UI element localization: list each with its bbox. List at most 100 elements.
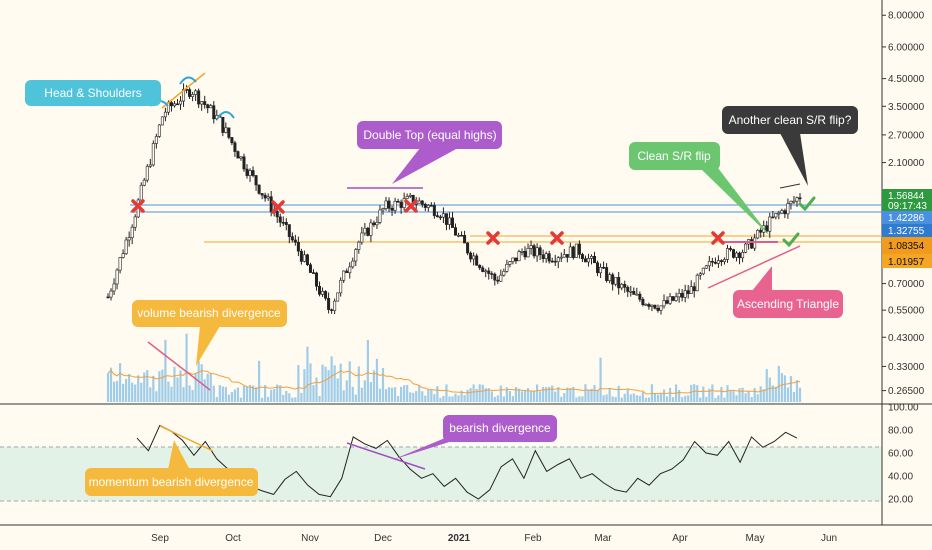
volume-bar bbox=[242, 385, 246, 402]
candle-body bbox=[695, 274, 699, 292]
time-tick-label: Sep bbox=[151, 533, 169, 544]
candle-body bbox=[233, 142, 237, 152]
candle-body bbox=[623, 284, 627, 288]
rsi-divergence-line bbox=[346, 442, 426, 470]
volume-bar bbox=[789, 376, 793, 402]
candle-body bbox=[369, 222, 373, 236]
volume-bar bbox=[551, 385, 554, 402]
volume-bar bbox=[170, 386, 173, 402]
volume-bar bbox=[375, 358, 379, 402]
candle-body bbox=[396, 200, 400, 203]
candle-body bbox=[722, 259, 726, 263]
candle-body bbox=[529, 245, 533, 249]
volume-bar bbox=[442, 395, 445, 402]
volume-bar bbox=[294, 397, 297, 402]
candle-body bbox=[145, 166, 149, 181]
candle-body bbox=[308, 264, 312, 273]
candle-body bbox=[668, 296, 672, 304]
candle-body bbox=[674, 296, 678, 301]
volume-bar bbox=[481, 384, 484, 402]
candle-body bbox=[671, 296, 675, 301]
time-tick-label: Dec bbox=[374, 533, 392, 544]
volume-bar bbox=[412, 392, 415, 402]
volume-bar bbox=[532, 391, 536, 402]
candle-body bbox=[290, 236, 294, 241]
candle-body bbox=[118, 257, 122, 271]
candle-body bbox=[142, 179, 146, 186]
volume-bar bbox=[614, 397, 617, 402]
volume-bar bbox=[415, 390, 418, 402]
volume-bar bbox=[436, 386, 439, 402]
x-marker bbox=[404, 199, 418, 213]
check-icon bbox=[798, 196, 816, 212]
volume-bar bbox=[545, 387, 548, 402]
candle-body bbox=[327, 297, 331, 310]
candle-body bbox=[511, 257, 515, 262]
volume-bar bbox=[209, 372, 212, 402]
candle-body bbox=[783, 210, 787, 215]
candle-body bbox=[750, 239, 754, 249]
volume-bar bbox=[536, 384, 539, 402]
time-tick-label: Nov bbox=[301, 533, 319, 544]
candle-body bbox=[517, 251, 521, 262]
x-marker bbox=[550, 231, 564, 245]
x-marker bbox=[711, 231, 725, 245]
candle-body bbox=[230, 137, 234, 144]
candle-body bbox=[502, 271, 506, 276]
candle-body bbox=[795, 197, 799, 202]
candle-body bbox=[620, 284, 624, 289]
candle-body bbox=[659, 305, 663, 311]
candle-body bbox=[738, 252, 742, 259]
candle-body bbox=[284, 222, 288, 225]
volume-bar bbox=[699, 397, 702, 402]
time-tick-label: 2021 bbox=[448, 533, 471, 544]
volume-bar bbox=[526, 388, 530, 402]
candle-body bbox=[556, 257, 560, 263]
price-tag-level1: 1.42286 bbox=[882, 211, 932, 224]
level2-price: 1.32755 bbox=[888, 226, 925, 237]
volume-bar bbox=[439, 397, 442, 402]
volume-bar bbox=[251, 385, 255, 402]
volume-bar bbox=[783, 375, 786, 402]
candle-body bbox=[759, 229, 763, 233]
volume-bar bbox=[276, 384, 279, 402]
candle-body bbox=[157, 124, 161, 137]
candle-body bbox=[239, 156, 243, 159]
volume-bar bbox=[602, 395, 605, 402]
volume-bar bbox=[587, 389, 590, 402]
volume-bar bbox=[668, 387, 672, 402]
callout-another-flip: Another clean S/R flip? bbox=[722, 106, 858, 186]
candle-body bbox=[432, 205, 436, 216]
candle-body bbox=[444, 213, 448, 225]
volume-bar bbox=[227, 394, 230, 402]
candle-body bbox=[357, 241, 361, 250]
volume-bar bbox=[303, 369, 306, 402]
volume-bar bbox=[233, 389, 237, 402]
candle-body bbox=[191, 94, 195, 97]
volume-bar bbox=[723, 397, 726, 402]
time-tick-label: May bbox=[746, 533, 765, 544]
candle-body bbox=[520, 251, 524, 253]
price-tick-label: 0.43000 bbox=[888, 333, 925, 344]
candle-body bbox=[212, 105, 216, 120]
x-marker bbox=[486, 231, 500, 245]
candle-body bbox=[450, 217, 454, 228]
time-axis: Sep Oct Nov Dec 2021 Feb Mar Apr May Jun bbox=[151, 533, 837, 544]
candle-body bbox=[426, 205, 430, 208]
volume-bar bbox=[369, 381, 372, 402]
candle-body bbox=[629, 291, 633, 293]
candle-body bbox=[133, 216, 137, 228]
callout-volume-divergence: volume bearish divergence bbox=[132, 300, 287, 366]
candle-body bbox=[692, 286, 696, 292]
volume-bar bbox=[705, 396, 708, 402]
candle-body bbox=[139, 184, 143, 201]
candle-body bbox=[547, 253, 551, 262]
candle-body bbox=[305, 254, 309, 266]
candle-body bbox=[472, 255, 476, 260]
volume-bar bbox=[224, 386, 227, 402]
volume-bar bbox=[641, 391, 644, 402]
volume-bar bbox=[557, 387, 560, 402]
price-tag-level2: 1.32755 bbox=[882, 224, 932, 237]
price-tag-current: 1.56844 09:17:43 bbox=[882, 189, 932, 212]
